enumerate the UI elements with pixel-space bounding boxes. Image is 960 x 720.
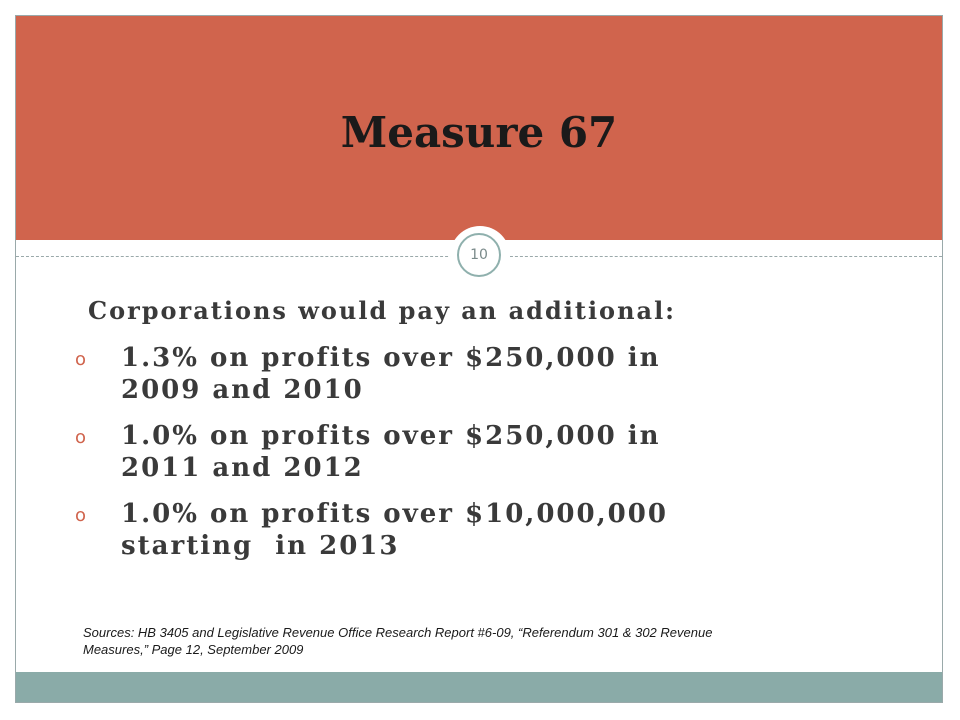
bullet-marker-icon: o	[75, 349, 87, 370]
bullet-line: 1.3% on profits over $250,000 in	[121, 343, 661, 373]
bullet-item: o 1.3% on profits over $250,000 in 2009 …	[75, 342, 875, 406]
footer-bar	[16, 672, 942, 702]
sources-note: Sources: HB 3405 and Legislative Revenue…	[83, 624, 873, 658]
bullet-line: 2011 and 2012	[121, 453, 364, 483]
slide-title: Measure 67	[340, 108, 618, 157]
bullet-line: 2009 and 2010	[121, 375, 364, 405]
bullet-line: starting in 2013	[121, 531, 400, 561]
page-number-badge: 10	[457, 233, 501, 277]
bullet-item: o 1.0% on profits over $10,000,000 start…	[75, 498, 875, 562]
title-banner	[16, 16, 942, 240]
sources-line: Measures,” Page 12, September 2009	[83, 642, 304, 657]
bullet-line: 1.0% on profits over $10,000,000	[121, 499, 668, 529]
bullet-line: 1.0% on profits over $250,000 in	[121, 421, 661, 451]
bullet-marker-icon: o	[75, 505, 87, 526]
bullet-marker-icon: o	[75, 427, 87, 448]
bullet-list: o 1.3% on profits over $250,000 in 2009 …	[75, 342, 875, 576]
sources-line: Sources: HB 3405 and Legislative Revenue…	[83, 625, 713, 640]
lead-text: Corporations would pay an additional:	[88, 296, 677, 325]
bullet-item: o 1.0% on profits over $250,000 in 2011 …	[75, 420, 875, 484]
